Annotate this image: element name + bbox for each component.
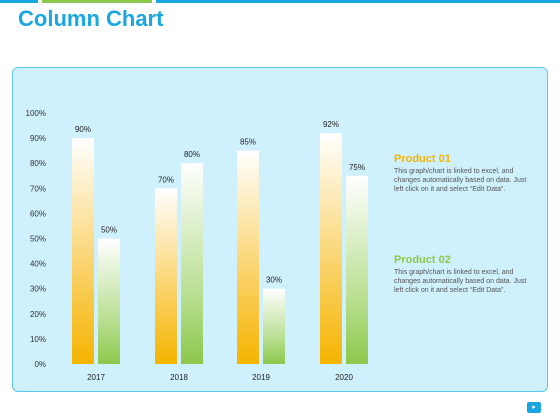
page-title: Column Chart [18,6,164,31]
bar-product-02-2020 [346,175,368,364]
y-tick-label: 70% [30,184,46,193]
bar-product-01-2018 [155,188,177,364]
y-tick-label: 40% [30,260,46,269]
bar-product-01-2020 [320,133,342,364]
y-tick-label: 60% [30,209,46,218]
legend-title-product-02: Product 02 [394,254,451,266]
legend-text-product-02: This graph/chart is linked to excel, and… [394,269,527,294]
y-tick-label: 30% [30,285,46,294]
y-tick-label: 0% [34,360,46,369]
data-label: 92% [323,120,339,129]
data-label: 80% [184,150,200,159]
data-label: 30% [266,276,282,285]
y-tick-label: 20% [30,310,46,319]
x-tick-label: 2018 [170,373,188,382]
bar-product-01-2017 [72,138,94,364]
data-label: 70% [158,175,174,184]
x-tick-label: 2020 [335,373,353,382]
top-accent-bar-1 [0,0,38,3]
bar-product-02-2018 [181,163,203,364]
y-tick-label: 10% [30,335,46,344]
legend-title-product-01: Product 01 [394,153,451,165]
y-tick-label: 80% [30,159,46,168]
bar-product-02-2019 [263,288,285,364]
bar-product-02-2017 [98,238,120,364]
legend-product-01: Product 01 This graph/chart is linked to… [394,153,534,194]
legend-product-02: Product 02 This graph/chart is linked to… [394,254,534,295]
bar-product-01-2019 [237,150,259,364]
legend-text-product-01: This graph/chart is linked to excel, and… [394,168,527,193]
top-accent-bar-3 [156,0,560,3]
data-label: 85% [240,138,256,147]
data-label: 90% [75,125,91,134]
data-label: 50% [101,226,117,235]
y-tick-label: 100% [26,109,46,118]
data-label: 75% [349,163,365,172]
y-tick-label: 90% [30,134,46,143]
y-tick-label: 50% [30,235,46,244]
top-accent-bar-2 [42,0,152,3]
x-tick-label: 2017 [87,373,105,382]
x-tick-label: 2019 [252,373,270,382]
speaker-icon: ▸ [527,402,541,413]
